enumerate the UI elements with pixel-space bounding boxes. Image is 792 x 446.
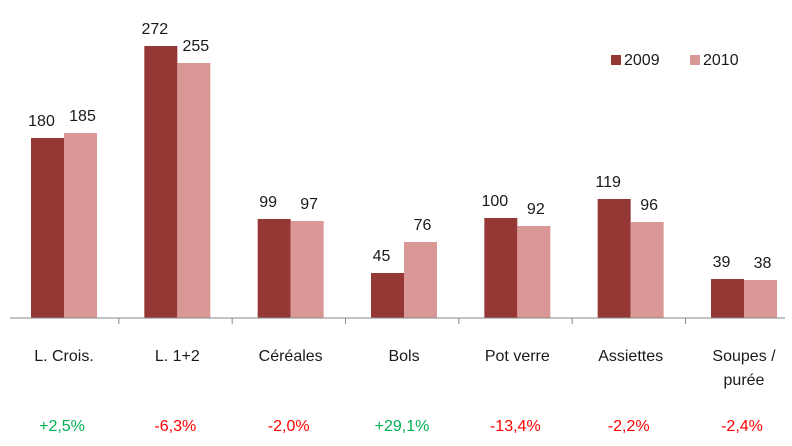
x-tick-label: Assiettes (598, 348, 663, 365)
legend-label: 2009 (624, 52, 660, 69)
x-tick-label: Céréales (259, 348, 323, 365)
bar (630, 222, 664, 318)
bar (517, 226, 551, 318)
change-label: +2,5% (39, 418, 85, 435)
value-label: 185 (69, 108, 96, 125)
x-tick-label: Soupes / purée (712, 348, 776, 389)
bar (597, 199, 631, 318)
legend-label: 2010 (703, 52, 739, 69)
legend-swatch (690, 55, 700, 65)
value-label: 180 (28, 113, 55, 130)
bar (257, 219, 291, 318)
legend-swatch (611, 55, 621, 65)
x-tick-label: L. Crois. (34, 348, 94, 365)
change-label: -2,0% (268, 418, 310, 435)
bar (290, 221, 324, 318)
value-label: 38 (754, 255, 772, 272)
value-label: 76 (414, 217, 432, 234)
change-label: +29,1% (375, 418, 430, 435)
value-label: 92 (527, 201, 545, 218)
x-tick-label: L. 1+2 (155, 348, 200, 365)
bar (64, 133, 97, 318)
change-label: -6,3% (154, 418, 196, 435)
change-label: -2,2% (608, 418, 650, 435)
value-label: 45 (373, 248, 391, 265)
value-label: 97 (300, 196, 318, 213)
value-label: 39 (713, 254, 731, 271)
change-label: -13,4% (490, 418, 541, 435)
value-label: 100 (481, 193, 508, 210)
value-label: 272 (141, 21, 168, 38)
change-label: -2,4% (721, 418, 763, 435)
value-label: 119 (595, 174, 621, 191)
value-label: 255 (182, 38, 209, 55)
bar (484, 218, 518, 318)
value-label: 99 (259, 194, 277, 211)
x-tick-label: Pot verre (485, 348, 550, 365)
x-tick-label: Bols (388, 348, 419, 365)
bar (371, 273, 404, 318)
bar (744, 280, 777, 318)
bar (404, 242, 437, 318)
bar (144, 46, 178, 318)
bar (31, 138, 64, 318)
bar (711, 279, 744, 318)
bar (177, 63, 211, 318)
value-label: 96 (640, 197, 658, 214)
